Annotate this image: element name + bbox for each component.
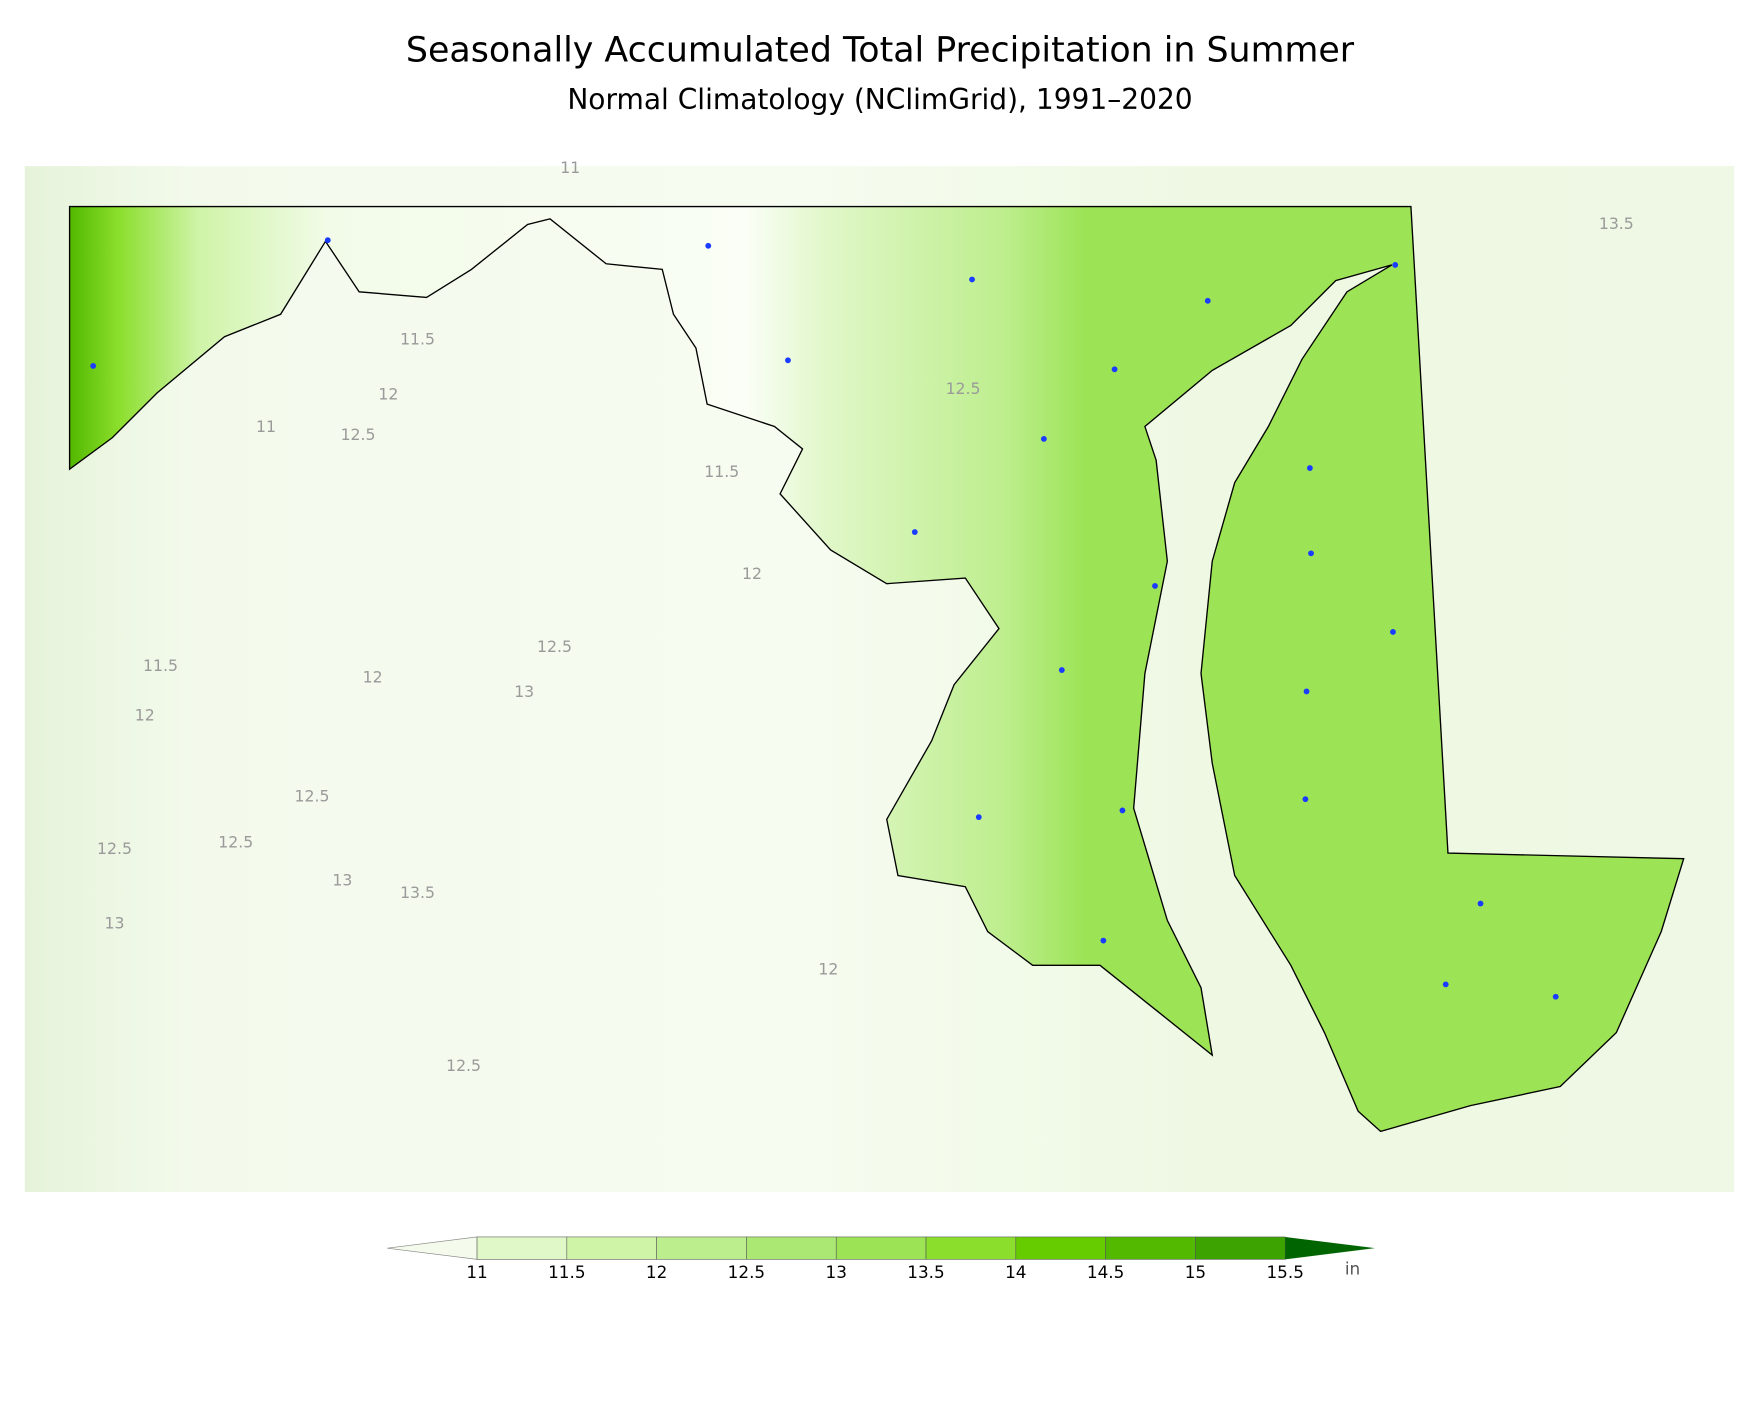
- station-dot: [1477, 900, 1484, 907]
- stations: [90, 237, 1559, 1000]
- station-dot: [969, 276, 975, 283]
- colorbar-unit: in: [1345, 1258, 1360, 1278]
- contour-label: 11.5: [704, 462, 739, 481]
- station-dot: [1302, 796, 1309, 803]
- colorbar-over: [1285, 1236, 1375, 1260]
- colorbar-box: [1015, 1236, 1106, 1260]
- contour-label: 13.5: [1599, 214, 1634, 233]
- station-dot: [1306, 465, 1313, 471]
- colorbar-box: [1195, 1236, 1286, 1260]
- station-dot: [1119, 807, 1126, 814]
- colorbar-label: 12.5: [728, 1262, 765, 1282]
- colorbar-box: [746, 1236, 837, 1260]
- colorbar-label: 14.5: [1087, 1262, 1124, 1282]
- colorbar-label: 12: [646, 1262, 667, 1282]
- station-dot: [1040, 435, 1047, 442]
- contour-label: 11.5: [400, 330, 435, 349]
- contour-label: 13: [514, 682, 534, 701]
- contour-label: 12.5: [341, 425, 376, 444]
- contour-label: 12: [742, 564, 762, 583]
- contour-label: 12: [378, 385, 398, 404]
- contour-label: 13: [104, 913, 124, 932]
- station-dot: [785, 357, 791, 364]
- colorbar-box: [656, 1236, 747, 1260]
- station-dot: [90, 363, 97, 369]
- contour-label: 12.5: [537, 637, 572, 656]
- contour-label: 12: [818, 959, 838, 978]
- station-dot: [1152, 583, 1158, 589]
- subtitle: Normal Climatology (NClimGrid), 1991–202…: [567, 83, 1192, 116]
- station-dot: [705, 242, 712, 249]
- contour-label: 12: [363, 667, 383, 686]
- contour-label: 12.5: [295, 786, 330, 805]
- colorbar-label: 14: [1005, 1262, 1026, 1282]
- colorbar-box: [1105, 1236, 1196, 1260]
- contour-label: 11.5: [143, 656, 178, 675]
- colorbar-label: 13.5: [907, 1262, 944, 1282]
- station-dot: [1058, 667, 1065, 674]
- station-dot: [1392, 261, 1399, 268]
- station-dot: [1308, 550, 1314, 557]
- station-dot: [1100, 937, 1107, 944]
- station-dot: [1390, 629, 1396, 635]
- colorbar-label: 13: [826, 1262, 847, 1282]
- colorbar-label: 15.5: [1266, 1262, 1303, 1282]
- station-dot: [1442, 981, 1449, 988]
- colorbar-box: [476, 1236, 568, 1260]
- contour-label: 12.5: [446, 1056, 481, 1075]
- contour-label: 13.5: [400, 883, 435, 902]
- contour-label: 12.5: [97, 839, 132, 858]
- contour-label: 13: [332, 871, 352, 890]
- station-dot: [324, 237, 331, 244]
- contour-label: 11: [560, 158, 580, 177]
- colorbar-box: [925, 1236, 1017, 1260]
- contour-label: 12.5: [218, 832, 253, 851]
- state-outline: [68, 205, 1685, 1133]
- colorbar-box: [566, 1236, 657, 1260]
- colorbar-under: [387, 1236, 478, 1260]
- contour-label: 11: [256, 417, 276, 436]
- station-dot: [1204, 297, 1211, 304]
- station-dot: [1303, 688, 1310, 695]
- station-dot: [911, 529, 918, 535]
- station-dot: [975, 814, 982, 821]
- station-dot: [1552, 993, 1559, 1000]
- title: Seasonally Accumulated Total Precipitati…: [406, 31, 1355, 71]
- contour-label: 12.5: [946, 379, 981, 398]
- colorbar-label: 15: [1185, 1262, 1206, 1282]
- station-dot: [1111, 366, 1118, 373]
- colorbar-label: 11.5: [548, 1262, 585, 1282]
- colorbar-label: 11: [466, 1262, 487, 1282]
- colorbar-box: [835, 1236, 927, 1260]
- contour-label: 12: [135, 706, 155, 725]
